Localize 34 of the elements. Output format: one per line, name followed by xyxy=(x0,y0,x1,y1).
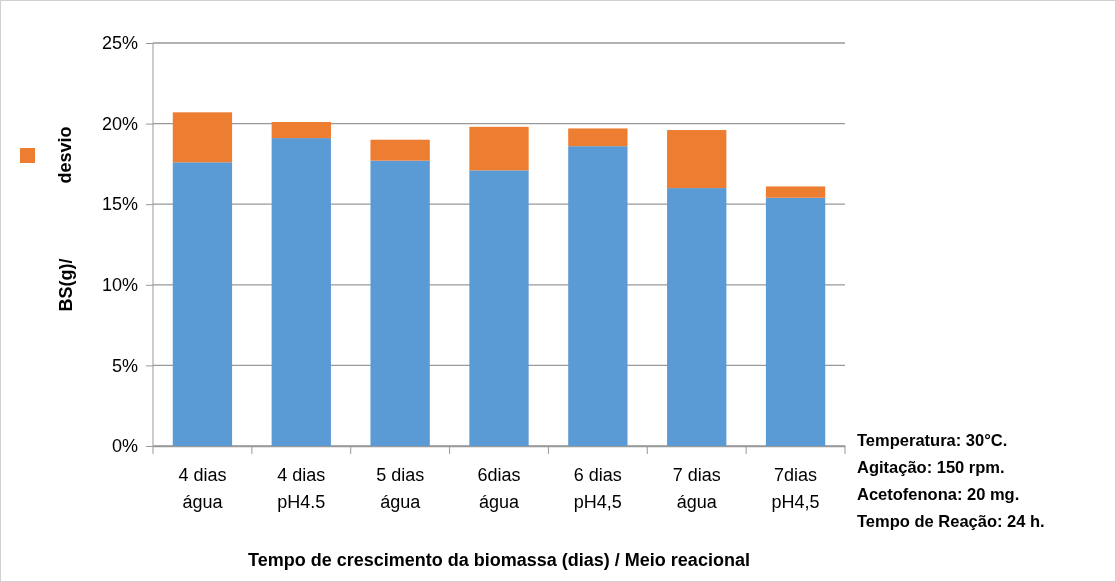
bar xyxy=(469,126,529,171)
bar xyxy=(765,197,826,446)
x-tick-label: 7dias pH4,5 xyxy=(771,464,820,512)
y-tick-label: 20% xyxy=(101,113,138,134)
y-axis-title: BS(g)/ xyxy=(56,258,76,312)
bar xyxy=(667,130,727,189)
text: Agitação: 150 rpm. xyxy=(857,458,1005,476)
bar xyxy=(568,128,628,147)
bar xyxy=(172,162,233,446)
x-tick-label: 4 dias água xyxy=(178,464,227,512)
x-axis-title: Tempo de crescimento da biomassa (dias) / Meio reacional xyxy=(248,550,750,570)
bar xyxy=(370,139,430,161)
y-tick-label: 25% xyxy=(101,33,138,54)
bar xyxy=(271,121,331,139)
bar xyxy=(370,160,430,446)
text: Tempo de Reação: 24 h. xyxy=(857,512,1045,530)
bar xyxy=(667,188,727,446)
y-tick-label: 5% xyxy=(111,355,138,376)
bar xyxy=(469,170,529,446)
bar xyxy=(765,186,826,198)
x-tick-label: 6dias água xyxy=(477,464,521,512)
bar xyxy=(172,112,233,163)
bar xyxy=(271,138,331,446)
x-tick-label: 7 dias água xyxy=(672,464,721,512)
y-tick-label: 0% xyxy=(111,436,138,457)
x-tick-label: 5 dias água xyxy=(376,464,425,512)
legend-label: desvio xyxy=(55,126,75,184)
x-tick-label: 6 dias pH4,5 xyxy=(573,464,622,512)
y-tick-label: 15% xyxy=(101,194,138,215)
text: Temperatura: 30°C. xyxy=(857,431,1008,449)
y-tick-label: 10% xyxy=(101,275,138,296)
x-tick-label: 4 dias pH4.5 xyxy=(277,464,326,512)
text: Acetofenona: 20 mg. xyxy=(857,485,1020,503)
bar xyxy=(568,146,628,446)
